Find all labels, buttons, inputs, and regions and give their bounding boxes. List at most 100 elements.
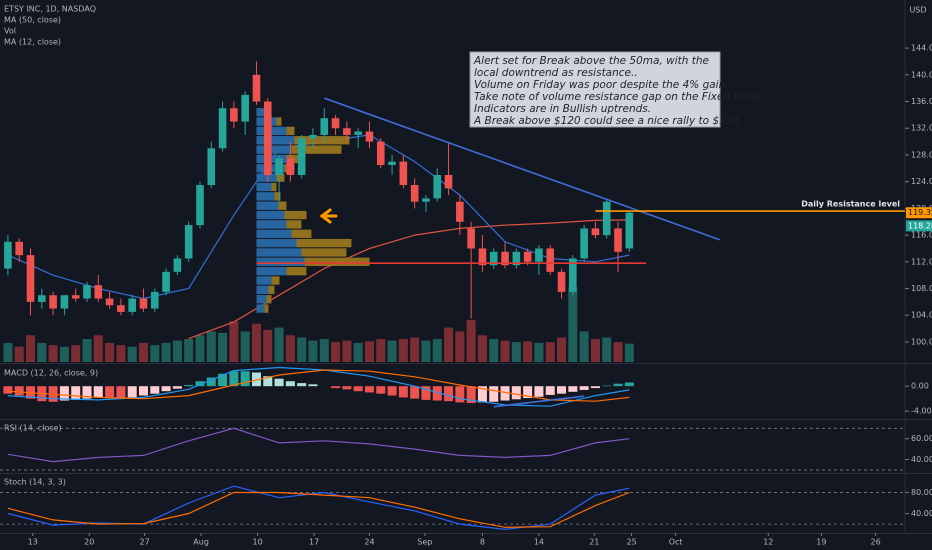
candle-body	[569, 258, 577, 292]
candle-body	[263, 101, 272, 175]
candle-body	[602, 201, 611, 236]
profile-down	[304, 257, 370, 266]
profile-up	[256, 108, 267, 117]
volume-bar	[376, 339, 386, 362]
indicator-line	[7, 427, 630, 463]
profile-up	[256, 173, 277, 182]
candle-body	[105, 298, 114, 306]
candle-body	[230, 108, 238, 122]
volume-bar	[579, 331, 589, 362]
volume-bar	[410, 337, 420, 362]
candle-body	[218, 108, 227, 149]
histogram-bar	[161, 386, 171, 392]
histogram-bar	[138, 386, 148, 396]
profile-up	[256, 238, 297, 248]
x-tick-label: 8	[480, 538, 485, 547]
histogram-bar	[297, 383, 307, 387]
y-tick-label: 0.00	[911, 382, 929, 391]
profile-down	[268, 285, 275, 295]
y-tick-label: 40.00	[911, 509, 932, 518]
volume-bar	[613, 342, 623, 362]
profile-down	[296, 238, 352, 248]
x-tick-label: 12	[763, 538, 773, 547]
y-tick-label: 80.00	[911, 488, 932, 497]
x-tick-label: 25	[626, 538, 636, 547]
profile-down	[278, 201, 287, 210]
profile-down	[284, 210, 307, 220]
x-tick-label: 17	[309, 538, 319, 547]
histogram-bar	[93, 386, 103, 398]
volume-bar	[331, 342, 341, 362]
volume-bar	[557, 337, 567, 362]
volume-bar	[285, 335, 295, 362]
candle-body	[489, 251, 498, 266]
volume-bar	[105, 342, 115, 362]
histogram-bar	[410, 386, 420, 399]
profile-down	[291, 145, 342, 154]
y-tick-label: 144.00	[911, 44, 932, 53]
volume-bar	[14, 346, 24, 362]
candle-body	[580, 228, 588, 259]
moving-average	[188, 219, 630, 340]
y-tick-label: 40.00	[911, 455, 932, 464]
profile-up	[256, 192, 275, 201]
profile-up	[256, 201, 279, 210]
histogram-bar	[376, 386, 386, 394]
histogram-bar	[105, 386, 115, 399]
volume-bar	[500, 340, 510, 362]
macd-line	[7, 369, 630, 402]
profile-down	[276, 117, 282, 126]
volume-bar	[127, 346, 137, 362]
profile-up	[256, 136, 295, 145]
volume-bar	[466, 319, 476, 362]
y-tick-label: 128.00	[911, 150, 932, 159]
volume-bar	[342, 340, 352, 362]
legend-entry: Vol	[4, 27, 16, 36]
histogram-bar	[251, 372, 261, 387]
chart-layer: 100.00 104.00 108.00 112.00 116.00 12 0.00 124.…	[0, 5, 932, 547]
x-tick-label: 13	[28, 538, 38, 547]
volume-bar	[308, 340, 318, 362]
currency-label: USD	[909, 6, 926, 15]
volume-bar	[150, 345, 160, 362]
volume-bar	[624, 343, 634, 362]
pane-title: RSI (14, close)	[4, 424, 62, 433]
profile-down	[264, 304, 269, 313]
profile-down	[286, 126, 295, 136]
y-tick-label: 104.00	[911, 311, 932, 320]
candle-body	[128, 298, 136, 312]
histogram-bar	[150, 386, 160, 394]
volume-bar	[71, 345, 81, 362]
candle-body	[399, 161, 408, 186]
histogram-bar	[602, 385, 612, 387]
annotation-line: A Break above $120 could see a nice rall…	[473, 115, 739, 127]
candle-body	[83, 285, 91, 299]
drawing-line	[493, 395, 585, 408]
volume-bar	[398, 339, 408, 362]
histogram-bar	[613, 383, 623, 387]
volume-bar	[523, 341, 533, 362]
candle-body	[410, 185, 419, 202]
candle-body	[117, 305, 125, 312]
volume-bar	[184, 339, 194, 362]
ma-price-label: 118.28	[908, 221, 932, 230]
profile-up	[256, 145, 292, 154]
histogram-bar	[116, 386, 126, 399]
candle-body	[557, 271, 566, 292]
profile-up	[256, 257, 305, 266]
histogram-bar	[398, 386, 408, 398]
histogram-bar	[523, 386, 533, 399]
pane-title: MACD (12, 26, close, 9)	[4, 369, 98, 378]
x-tick-label: Aug	[193, 538, 209, 547]
volume-bar	[251, 323, 261, 362]
x-tick-label: Oct	[669, 538, 683, 547]
profile-up	[256, 276, 272, 285]
y-tick-label: -4.00	[911, 407, 932, 416]
volume-bar	[590, 339, 600, 362]
histogram-bar	[421, 386, 431, 400]
annotation-line: local downtrend as resistance..	[474, 67, 638, 79]
profile-down	[286, 220, 302, 229]
candle-body	[546, 248, 555, 272]
legend-entry: MA (12, close)	[4, 38, 61, 47]
